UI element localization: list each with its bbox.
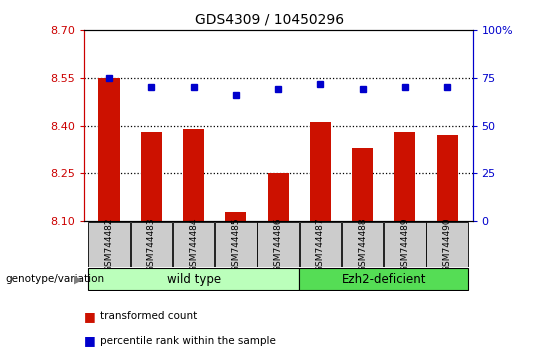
Bar: [98, 78, 120, 221]
FancyBboxPatch shape: [299, 268, 468, 290]
Bar: [394, 132, 415, 221]
Bar: [267, 173, 289, 221]
FancyBboxPatch shape: [89, 222, 130, 267]
FancyBboxPatch shape: [427, 222, 468, 267]
Text: ■: ■: [84, 310, 96, 322]
Text: transformed count: transformed count: [100, 311, 197, 321]
Text: Ezh2-deficient: Ezh2-deficient: [341, 273, 426, 286]
Text: GSM744485: GSM744485: [231, 217, 240, 272]
FancyBboxPatch shape: [258, 222, 299, 267]
Text: GSM744484: GSM744484: [189, 217, 198, 272]
Text: percentile rank within the sample: percentile rank within the sample: [100, 336, 276, 346]
FancyBboxPatch shape: [88, 268, 299, 290]
Text: GSM744486: GSM744486: [274, 217, 282, 272]
Text: GSM744488: GSM744488: [358, 217, 367, 272]
Text: wild type: wild type: [166, 273, 221, 286]
Text: ■: ■: [84, 335, 96, 347]
FancyBboxPatch shape: [131, 222, 172, 267]
FancyBboxPatch shape: [173, 222, 214, 267]
Text: GDS4309 / 10450296: GDS4309 / 10450296: [195, 12, 345, 27]
Text: GSM744483: GSM744483: [147, 217, 156, 272]
FancyBboxPatch shape: [384, 222, 426, 267]
Text: GSM744487: GSM744487: [316, 217, 325, 272]
Text: GSM744482: GSM744482: [105, 217, 113, 272]
Bar: [141, 132, 162, 221]
FancyBboxPatch shape: [300, 222, 341, 267]
Text: genotype/variation: genotype/variation: [5, 274, 105, 284]
FancyBboxPatch shape: [342, 222, 383, 267]
Bar: [183, 129, 204, 221]
Bar: [352, 148, 373, 221]
Bar: [310, 122, 331, 221]
Text: ▶: ▶: [74, 274, 83, 284]
Bar: [436, 135, 458, 221]
Text: GSM744490: GSM744490: [443, 217, 451, 272]
Bar: [225, 212, 246, 221]
FancyBboxPatch shape: [215, 222, 256, 267]
Text: GSM744489: GSM744489: [400, 217, 409, 272]
